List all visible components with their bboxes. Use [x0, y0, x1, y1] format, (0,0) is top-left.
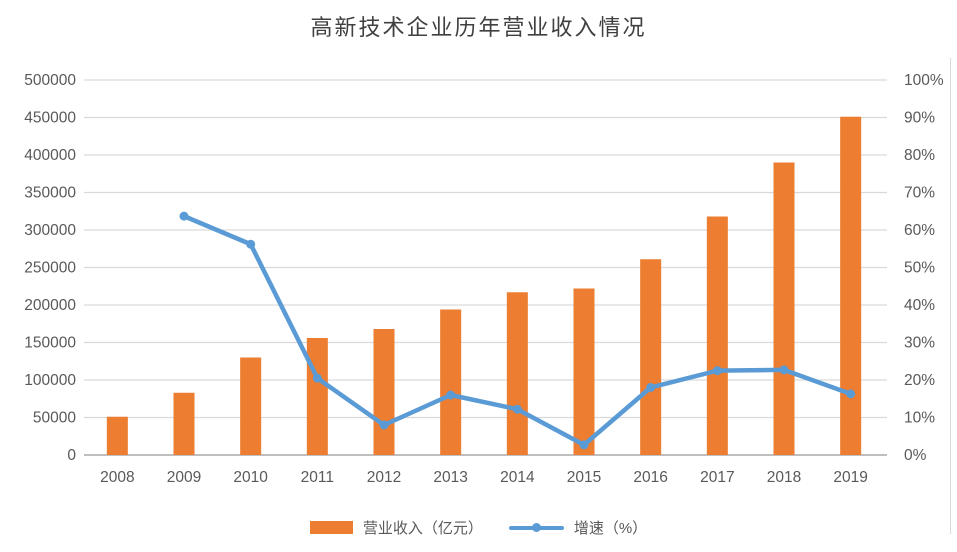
x-axis-category-label: 2010: [233, 469, 268, 486]
x-axis-category-label: 2017: [700, 469, 734, 486]
left-axis-tick-label: 350000: [24, 185, 76, 202]
x-axis-category-label: 2012: [367, 469, 401, 486]
right-axis-tick-label: 50%: [904, 260, 935, 277]
right-axis-tick-label: 70%: [904, 185, 935, 202]
x-axis-category-label: 2019: [833, 469, 867, 486]
left-axis-tick-label: 450000: [24, 110, 76, 127]
x-axis-category-label: 2015: [567, 469, 601, 486]
bar-2017: [706, 216, 728, 455]
growth-point-2011: [312, 373, 322, 383]
x-axis-category-label: 2018: [767, 469, 801, 486]
left-axis-tick-label: 400000: [24, 147, 76, 164]
growth-point-2018: [779, 365, 789, 375]
x-axis-category-label: 2013: [433, 469, 467, 486]
bar-2019: [840, 116, 862, 455]
legend-bar-label: 营业收入（亿元）: [362, 520, 483, 537]
x-axis-category-label: 2016: [633, 469, 667, 486]
chart-title: 高新技术企业历年营业收入情况: [310, 15, 647, 40]
bar-2011: [306, 338, 328, 455]
right-axis-tick-label: 60%: [904, 222, 935, 239]
right-axis-tick-label: 30%: [904, 335, 935, 352]
right-axis-tick-label: 0%: [904, 447, 927, 464]
right-axis-tick-label: 40%: [904, 297, 935, 314]
left-axis-tick-label: 50000: [33, 410, 76, 427]
bar-2018: [773, 162, 795, 455]
bar-2014: [506, 292, 528, 455]
growth-point-2017: [712, 366, 722, 376]
right-axis-tick-label: 20%: [904, 372, 935, 389]
growth-point-2010: [246, 239, 256, 249]
right-axis-tick-label: 80%: [904, 147, 935, 164]
left-axis-tick-label: 300000: [24, 222, 76, 239]
bar-2009: [173, 392, 195, 455]
bar-2016: [640, 259, 662, 455]
x-axis-category-label: 2009: [167, 469, 201, 486]
growth-point-2019: [846, 389, 856, 399]
bar-2008: [106, 416, 128, 455]
legend-line-label: 增速（%）: [573, 520, 648, 537]
left-axis-tick-label: 100000: [24, 372, 76, 389]
left-axis-tick-label: 150000: [24, 335, 76, 352]
bar-2010: [240, 357, 262, 455]
growth-point-2015: [579, 440, 589, 450]
legend-line-marker-icon: [531, 523, 541, 532]
growth-point-2012: [379, 420, 389, 430]
x-axis-category-label: 2008: [100, 469, 134, 486]
x-axis-category-label: 2011: [301, 469, 334, 486]
right-axis-tick-label: 90%: [904, 110, 935, 127]
right-axis-tick-label: 100%: [904, 72, 944, 89]
growth-point-2009: [179, 211, 189, 221]
left-axis-tick-label: 250000: [24, 260, 76, 277]
growth-point-2016: [646, 383, 656, 392]
growth-point-2014: [512, 404, 522, 414]
left-axis-tick-label: 500000: [24, 72, 76, 89]
legend-bar-swatch-icon: [309, 521, 353, 534]
legend: 营业收入（亿元） 增速（%）: [0, 517, 957, 538]
left-axis-tick-label: 0: [67, 447, 76, 464]
x-axis-category-label: 2014: [500, 469, 535, 486]
bar-2015: [573, 288, 595, 455]
legend-line-swatch-icon: [508, 523, 564, 532]
bar-2013: [440, 309, 462, 455]
right-axis-tick-label: 10%: [904, 410, 935, 427]
bar-2012: [373, 329, 395, 455]
growth-point-2013: [446, 390, 456, 400]
chart-right-border: [950, 58, 951, 534]
left-axis-tick-label: 200000: [24, 297, 76, 314]
